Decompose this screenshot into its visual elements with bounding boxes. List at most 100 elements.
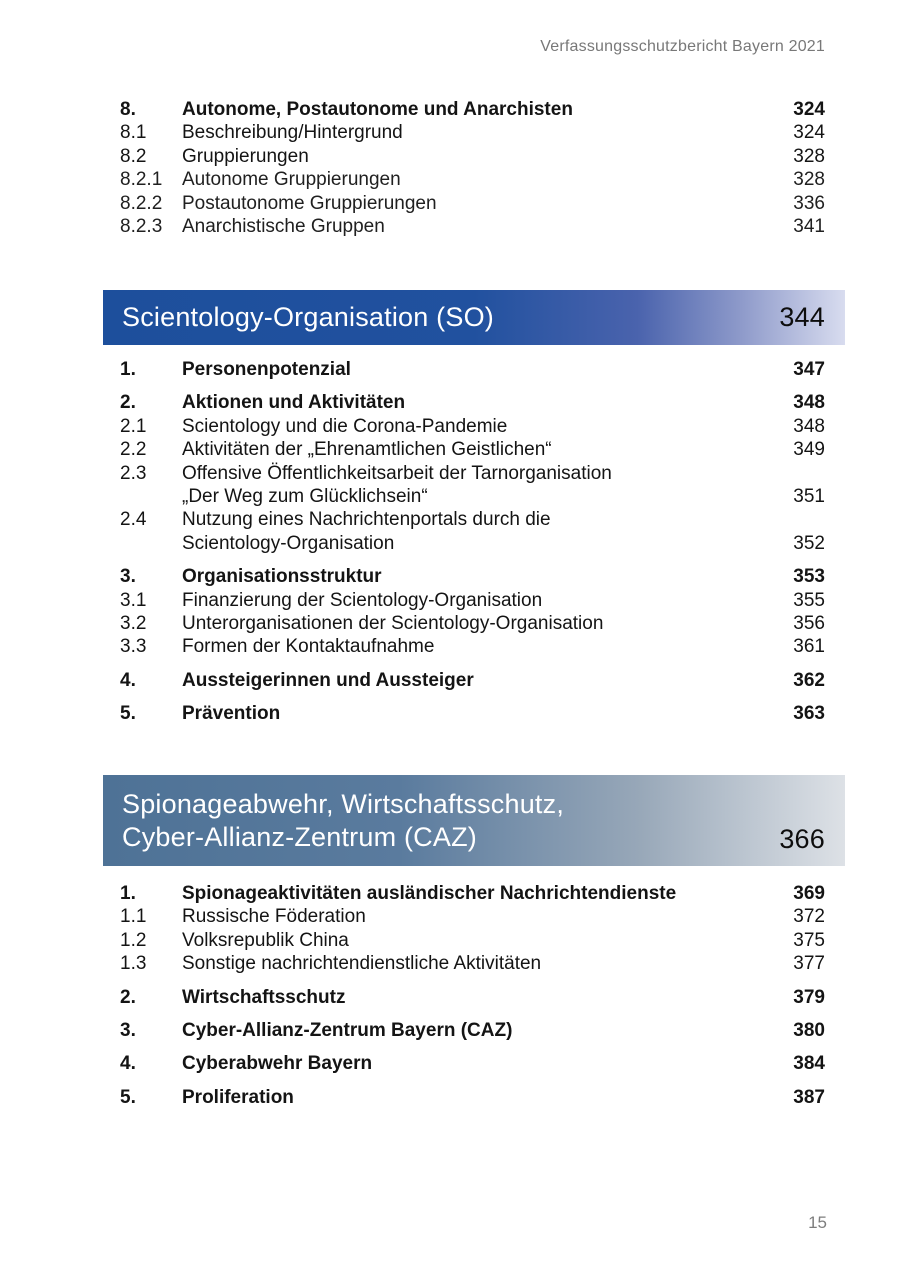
toc-entry-title: Aktionen und Aktivitäten [182, 392, 406, 414]
toc-entry-page: 355 [793, 589, 825, 611]
section-header-title: Spionageabwehr, Wirtschaftsschutz, Cyber… [122, 788, 779, 854]
toc-entry-page: 387 [793, 1086, 825, 1108]
toc-entry-number: 4. [120, 1053, 136, 1075]
toc-entry: 1. Personenpotenzial 347 [120, 358, 825, 381]
toc-entry-number: 1. [120, 883, 136, 904]
section-header-title: Scientology-Organisation (SO) [122, 302, 494, 332]
toc-entry: 8.2.2 Postautonome Gruppierungen 336 [120, 192, 825, 215]
toc-entry-title-line1: Offensive Öffentlichkeitsarbeit der Tarn… [182, 462, 612, 484]
toc-entry-page: 328 [793, 169, 825, 191]
toc-entry-number: 8. [120, 99, 136, 120]
toc-entry-page: 372 [793, 906, 825, 928]
toc-entry-page: 351 [793, 486, 825, 508]
toc-entry-number: 3. [120, 566, 136, 588]
toc-entry: 2. Wirtschaftsschutz 379 [120, 986, 825, 1009]
toc-entry-title: Autonome, Postautonome und Anarchisten [182, 99, 573, 120]
toc-entry: 3.1 Finanzierung der Scientology-Organis… [120, 589, 825, 612]
section-header-title-line1: Spionageabwehr, Wirtschaftsschutz, [122, 788, 565, 819]
toc-entry-page: 384 [793, 1053, 825, 1075]
toc-block-chapter8: 8. Autonome, Postautonome und Anarchiste… [120, 98, 825, 238]
toc-entry-number: 5. [120, 1086, 136, 1108]
toc-entry-title: Personenpotenzial [182, 359, 351, 380]
toc-entry-page: 375 [793, 929, 825, 951]
toc-entry-page: 336 [793, 192, 825, 214]
toc-entry-title: Nutzung eines Nachrichtenportals durch d… [182, 508, 779, 555]
toc-entry: 3.3 Formen der Kontaktaufnahme 361 [120, 635, 825, 658]
toc-entry-number: 4. [120, 669, 136, 691]
toc-entry-number: 2. [120, 392, 136, 414]
section-header-page: 344 [779, 302, 825, 332]
toc-entry-number: 8.2 [120, 145, 147, 167]
toc-entry-number: 2.1 [120, 415, 147, 437]
toc-entry-page: 377 [793, 953, 825, 975]
toc-entry-page: 328 [793, 145, 825, 167]
toc-entry: 3. Organisationsstruktur 353 [120, 565, 825, 588]
toc-entry-number: 3.2 [120, 613, 147, 635]
toc-entry: 2.3 Offensive Öffentlichkeitsarbeit der … [120, 462, 825, 509]
toc-entry-number: 8.1 [120, 122, 147, 144]
toc-entry-number: 1.2 [120, 929, 147, 951]
section-header-title-line2: Cyber-Allianz-Zentrum (CAZ) [122, 821, 477, 852]
toc-entry-page: 341 [793, 216, 825, 238]
toc-entry-number: 3.1 [120, 589, 147, 611]
toc-entry-title: Spionageaktivitäten ausländischer Nachri… [182, 883, 677, 904]
toc-entry-title-line1: Nutzung eines Nachrichtenportals durch d… [182, 509, 551, 531]
toc-entry: 5. Prävention 363 [120, 702, 825, 725]
toc-entry-page: 363 [793, 703, 825, 725]
toc-entry-title: Gruppierungen [182, 145, 309, 167]
toc-entry-number: 8.2.2 [120, 192, 163, 214]
toc-entry-title: Unterorganisationen der Scientology-Orga… [182, 613, 604, 635]
toc-entry: 3.2 Unterorganisationen der Scientology-… [120, 612, 825, 635]
toc-entry: 8.2.3 Anarchistische Gruppen 341 [120, 215, 825, 238]
toc-entry-page: 348 [793, 415, 825, 437]
toc-entry-number: 2.3 [120, 462, 147, 484]
toc-entry-number: 1. [120, 359, 136, 380]
toc-entry-title: Proliferation [182, 1086, 294, 1108]
running-header: Verfassungsschutzbericht Bayern 2021 [540, 38, 825, 55]
toc-entry-number: 5. [120, 703, 136, 725]
toc-entry-page: 356 [793, 613, 825, 635]
toc-block-scientology: 1. Personenpotenzial 347 2. Aktionen und… [120, 358, 825, 726]
toc-entry-title: Autonome Gruppierungen [182, 169, 401, 191]
toc-entry: 8.1 Beschreibung/Hintergrund 324 [120, 121, 825, 144]
footer-page-number: 15 [808, 1213, 827, 1232]
section-header-bar-scientology: Scientology-Organisation (SO) 344 [103, 290, 845, 345]
toc-entry-number: 2.2 [120, 439, 147, 461]
section-header-page: 366 [779, 824, 825, 854]
toc-entry-title: Wirtschaftsschutz [182, 986, 346, 1008]
toc-entry: 1.2 Volksrepublik China 375 [120, 929, 825, 952]
toc-entry-title: Postautonome Gruppierungen [182, 192, 437, 214]
toc-entry-number: 2.4 [120, 509, 147, 531]
toc-entry: 2.4 Nutzung eines Nachrichtenportals dur… [120, 508, 825, 555]
toc-entry-title: Prävention [182, 703, 281, 725]
section-header-bar-spionageabwehr: Spionageabwehr, Wirtschaftsschutz, Cyber… [103, 775, 845, 866]
toc-entry: 8.2.1 Autonome Gruppierungen 328 [120, 168, 825, 191]
toc-entry: 2. Aktionen und Aktivitäten 348 [120, 391, 825, 414]
toc-entry-title: Offensive Öffentlichkeitsarbeit der Tarn… [182, 462, 779, 509]
toc-entry-number: 8.2.3 [120, 216, 163, 238]
toc-entry: 3. Cyber-Allianz-Zentrum Bayern (CAZ) 38… [120, 1019, 825, 1042]
toc-entry: 1.3 Sonstige nachrichtendienstliche Akti… [120, 952, 825, 975]
toc-entry-page: 349 [793, 439, 825, 461]
toc-entry-number: 3.3 [120, 636, 147, 658]
toc-entry-number: 8.2.1 [120, 169, 163, 191]
toc-entry-title: Finanzierung der Scientology-Organisatio… [182, 589, 543, 611]
toc-entry: 4. Cyberabwehr Bayern 384 [120, 1052, 825, 1075]
toc-entry-title-line2: „Der Weg zum Glücklichsein“ [182, 486, 428, 508]
toc-entry-page: 353 [793, 566, 825, 588]
toc-entry: 5. Proliferation 387 [120, 1086, 825, 1109]
toc-entry-page: 361 [793, 636, 825, 658]
toc-entry: 8.2 Gruppierungen 328 [120, 145, 825, 168]
toc-block-spionageabwehr: 1. Spionageaktivitäten ausländischer Nac… [120, 882, 825, 1109]
toc-entry-title: Formen der Kontaktaufnahme [182, 636, 435, 658]
toc-entry-number: 1.3 [120, 953, 147, 975]
toc-entry-page: 369 [793, 883, 825, 904]
toc-entry: 2.1 Scientology und die Corona-Pandemie … [120, 415, 825, 438]
toc-entry-title: Organisationsstruktur [182, 566, 382, 588]
toc-entry-title: Cyberabwehr Bayern [182, 1053, 373, 1075]
toc-entry-title: Russische Föderation [182, 906, 366, 928]
toc-entry-page: 380 [793, 1020, 825, 1042]
toc-entry-title: Cyber-Allianz-Zentrum Bayern (CAZ) [182, 1020, 513, 1042]
toc-entry-number: 3. [120, 1020, 136, 1042]
